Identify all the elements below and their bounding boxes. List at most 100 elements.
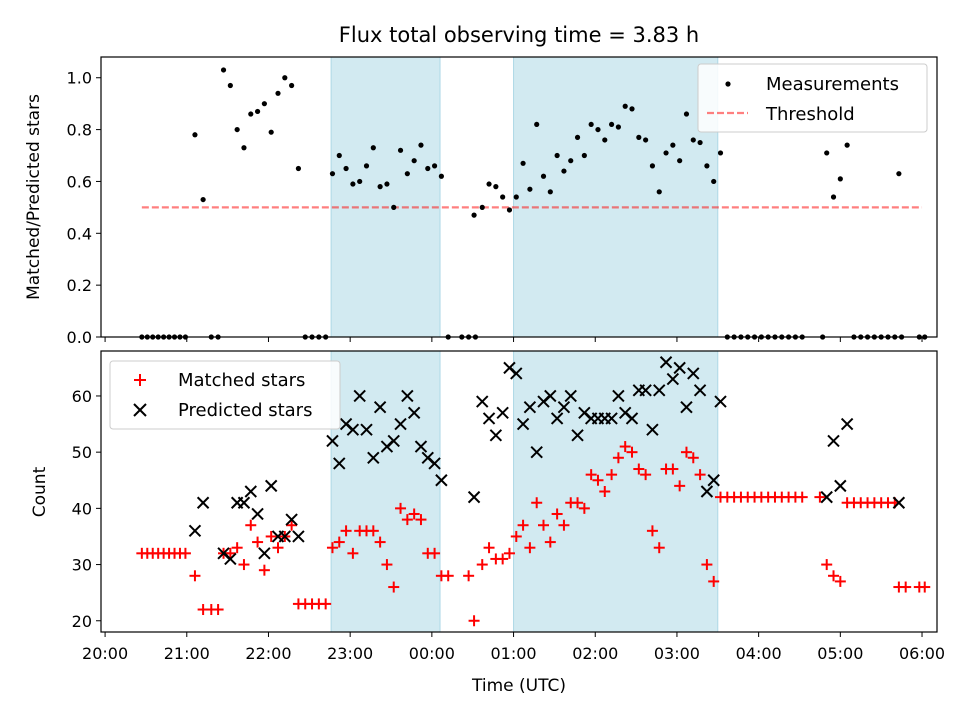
matched-star-point <box>367 525 379 537</box>
predicted-star-point <box>516 417 530 431</box>
matched-star-point <box>626 446 638 458</box>
measurement-point <box>431 163 438 169</box>
predicted-star-point <box>489 429 503 442</box>
predicted-star-point <box>476 395 489 408</box>
matched-star-point <box>483 542 495 554</box>
predicted-star-point <box>557 400 571 414</box>
matched-star-point <box>258 564 270 576</box>
top-panel: 0.0 0.2 0.4 0.6 0.8 1.0 Matched/Predicted sta… <box>24 56 938 347</box>
x-tick-label: 03:00 <box>654 644 700 663</box>
measurement-point <box>384 181 390 187</box>
matched-star-point <box>401 514 413 526</box>
measurement-point <box>486 181 492 187</box>
x-tick-label: 02:00 <box>572 644 618 663</box>
x-tick-label: 04:00 <box>736 644 782 663</box>
predicted-star-point <box>278 530 292 543</box>
predicted-star-point <box>407 406 421 420</box>
measurement-point <box>200 196 206 203</box>
x-tick-label: 00:00 <box>409 644 455 663</box>
top-shaded-intervals <box>330 56 719 338</box>
shaded-interval <box>330 56 441 338</box>
legend-matched-marker <box>134 374 146 386</box>
legend-predicted-label: Predicted stars <box>178 400 312 421</box>
matched-star-point <box>189 570 201 582</box>
matched-star-point <box>538 519 550 531</box>
y-tick-label: 0.0 <box>67 328 92 347</box>
predicted-star-point <box>550 412 564 425</box>
measurement-point <box>391 204 397 210</box>
matched-star-point <box>828 570 840 582</box>
matched-star-point <box>252 536 264 548</box>
predicted-star-point <box>285 513 298 526</box>
y-tick-label: 40 <box>72 499 92 518</box>
measurement-point <box>663 150 669 156</box>
predicted-star-point <box>820 490 833 504</box>
matched-star-point <box>694 469 706 481</box>
measurement-point <box>717 150 724 156</box>
predicted-stars-series <box>188 356 906 566</box>
matched-star-point <box>821 559 833 571</box>
matched-star-point <box>347 547 359 559</box>
matched-star-point <box>340 525 352 537</box>
measurement-point <box>275 90 281 96</box>
measurement-point <box>520 160 526 166</box>
measurement-point <box>220 67 227 73</box>
shaded-interval <box>330 350 441 633</box>
measurement-point <box>500 194 506 200</box>
measurement-point <box>363 163 370 169</box>
matched-star-point <box>415 514 427 526</box>
measurement-point <box>608 121 615 128</box>
predicted-star-point <box>571 429 584 442</box>
measurement-point <box>479 204 485 210</box>
predicted-star-point <box>373 400 387 414</box>
matched-star-point <box>374 536 386 548</box>
matched-star-point <box>429 547 441 559</box>
measurement-point <box>837 176 843 182</box>
x-tick-label: 06:00 <box>899 644 945 663</box>
matched-star-point <box>599 486 611 497</box>
matched-star-point <box>834 575 846 587</box>
matched-star-point <box>592 474 604 486</box>
matched-star-point <box>674 480 686 492</box>
measurement-point <box>602 137 608 143</box>
matched-star-point <box>503 547 515 559</box>
predicted-star-point <box>264 479 278 493</box>
measurement-point <box>540 173 547 179</box>
measurement-point <box>241 145 247 151</box>
predicted-star-point <box>673 361 686 375</box>
predicted-star-point <box>653 384 666 397</box>
predicted-star-point <box>467 490 481 504</box>
matched-star-point <box>388 581 400 593</box>
measurement-point <box>595 126 601 133</box>
y-tick-label: 60 <box>72 387 92 406</box>
predicted-star-point <box>333 457 346 470</box>
matched-star-point <box>510 530 522 542</box>
top-y-ticks: 0.0 0.2 0.4 0.6 0.8 1.0 <box>67 69 101 347</box>
predicted-star-point <box>714 395 727 408</box>
measurement-point <box>370 145 376 151</box>
measurement-point <box>527 186 533 192</box>
measurement-point <box>471 212 477 218</box>
y-tick-label: 20 <box>72 612 92 631</box>
predicted-star-point <box>224 552 237 566</box>
matched-star-point <box>442 570 454 582</box>
matched-star-point <box>701 559 713 571</box>
matched-star-point <box>231 542 243 554</box>
measurement-point <box>830 194 837 200</box>
measurement-point <box>438 173 444 179</box>
x-tick-label: 01:00 <box>490 644 536 663</box>
matched-star-point <box>476 559 488 571</box>
predicted-star-point <box>700 485 714 498</box>
measurement-point <box>574 134 581 140</box>
measurement-point <box>350 181 356 187</box>
matched-star-point <box>224 547 236 559</box>
measurement-point <box>192 132 198 138</box>
matched-star-point <box>212 604 224 616</box>
matched-stars-series <box>136 441 931 627</box>
predicted-star-point <box>414 440 428 453</box>
predicted-star-point <box>435 474 448 487</box>
shaded-interval <box>513 56 719 338</box>
matched-star-point <box>265 530 277 542</box>
measurement-point <box>581 152 587 159</box>
matched-star-point <box>900 581 912 593</box>
